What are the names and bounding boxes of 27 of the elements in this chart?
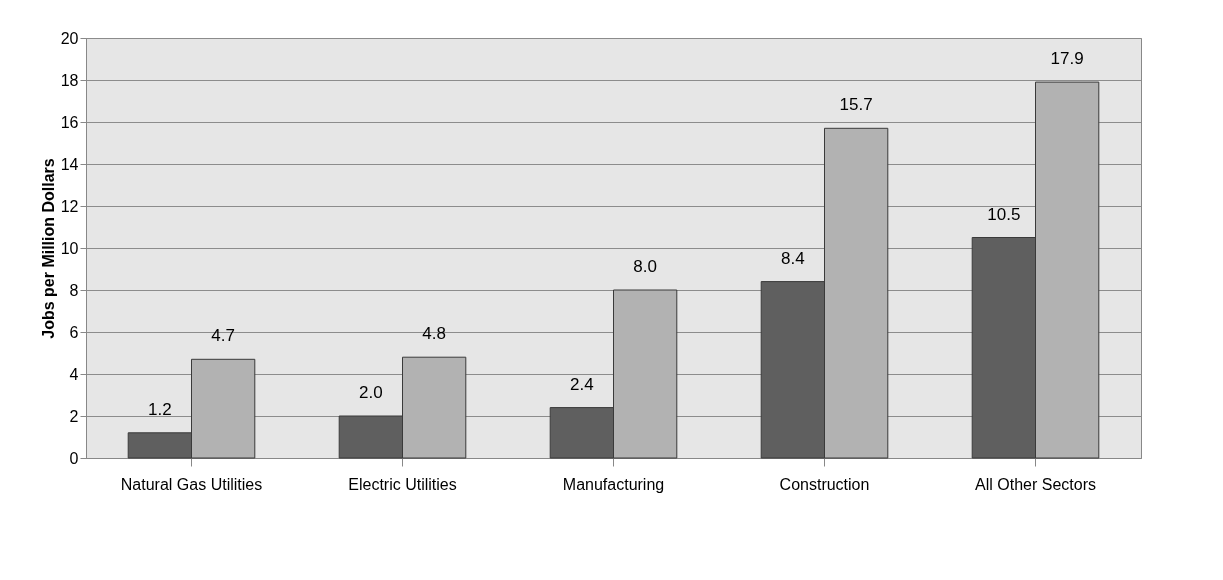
data-label: 4.8	[422, 324, 446, 344]
x-tick-label: All Other Sectors	[975, 475, 1096, 493]
data-label: 4.7	[211, 326, 235, 346]
y-tick-label: 12	[60, 197, 79, 215]
y-tick-label: 0	[69, 449, 79, 467]
data-label: 1.2	[148, 399, 172, 419]
y-tick-label: 18	[60, 71, 79, 89]
y-tick-label: 2	[69, 407, 79, 425]
data-label: 2.4	[570, 374, 594, 394]
data-label: 2.0	[359, 383, 383, 402]
y-axis-title: Jobs per Million Dollars	[39, 158, 57, 339]
data-label: 15.7	[839, 95, 873, 115]
x-tick-label: Natural Gas Utilities	[120, 475, 263, 493]
x-tick-label: Construction	[779, 475, 870, 493]
y-tick-label: 20	[60, 29, 79, 47]
data-label: 8.4	[781, 248, 805, 268]
data-label: 10.5	[987, 204, 1021, 224]
x-tick-label: Electric Utilities	[348, 475, 457, 493]
y-tick-label: 6	[69, 323, 79, 341]
y-tick-label: 8	[69, 281, 79, 299]
y-tick-label: 10	[60, 239, 79, 257]
data-label: 17.9	[1050, 49, 1084, 69]
x-tick-label: Manufacturing	[562, 475, 665, 493]
y-tick-label: 4	[69, 365, 79, 383]
data-label: 8.0	[633, 257, 657, 276]
y-tick-label: 16	[60, 113, 79, 131]
y-tick-label: 14	[60, 155, 79, 173]
